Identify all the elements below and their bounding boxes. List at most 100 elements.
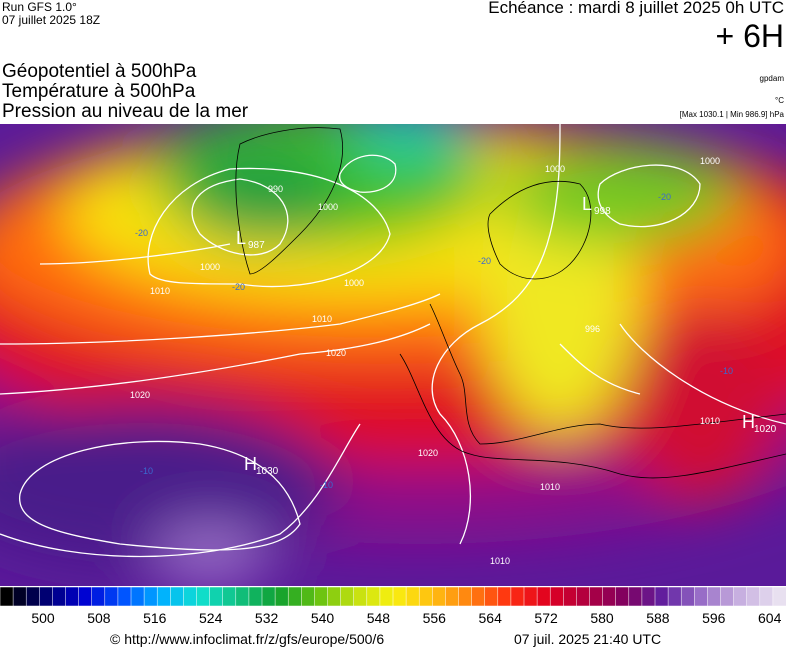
isobar-label: 1000 [200,262,220,272]
colorbar-swatch [25,586,41,607]
colorbar-swatch [759,586,774,607]
colorbar-swatch [52,586,67,607]
colorbar-label: 548 [367,610,391,626]
colorbar-swatch [746,586,761,607]
unit-temp: °C [775,96,784,105]
colorbar-swatch [720,586,735,607]
colorbar-swatch [235,586,250,607]
center-symbol: H [742,412,755,432]
colorbar-label: 516 [143,610,167,626]
colorbar-swatch [130,586,145,607]
colorbar-label: 588 [646,610,670,626]
colorbar-swatch [654,586,669,607]
center-symbol: L [582,194,592,214]
colorbar-swatch [143,586,158,607]
colorbar-swatch [196,586,211,607]
colorbar-swatch [78,586,93,607]
isobar-label: 1020 [326,348,346,358]
colorbar-swatch [91,586,106,607]
colorbar-swatch [733,586,748,607]
colorbar-swatch [392,586,407,607]
colorbar-swatch [170,586,185,607]
colorbar-swatch [183,586,198,607]
colorbar-label: 564 [479,610,503,626]
colorbar-swatch [628,586,643,607]
isobar-label: 990 [268,184,283,194]
pressure-range: [Max 1030.1 | Min 986.9] hPa [679,110,784,119]
isobar-label: 1010 [150,286,170,296]
valid-time: Echéance : mardi 8 juillet 2025 0h UTC [488,0,784,17]
colorbar-swatch [523,586,538,607]
colorbar-label: 604 [758,610,782,626]
colorbar-swatch [602,586,617,607]
colorbar-swatch [418,586,434,607]
colorbar-swatch [615,586,630,607]
colorbar-swatch [576,586,591,607]
unit-geo: gpdam [759,74,784,83]
colorbar-swatch [549,586,565,607]
colorbar-label: 556 [423,610,447,626]
isobar-label: 1000 [318,202,338,212]
colorbar-label: 532 [255,610,279,626]
center-value: 1030 [256,466,279,477]
colorbar-swatch [287,586,303,607]
temp-label: -10 [720,366,733,376]
isobar-label: 1010 [700,416,720,426]
title-2: Température à 500hPa [2,81,196,102]
temp-label: -20 [658,192,671,202]
colorbar-label: 500 [31,610,55,626]
center-value: 987 [248,240,265,251]
colorbar-swatch [248,586,263,607]
colorbar-swatch [484,586,499,607]
colorbar-swatch [209,586,224,607]
colorbar-swatch [366,586,381,607]
center-symbol: L [236,228,246,248]
colorbar-label: 572 [534,610,558,626]
temp-label: -20 [135,228,148,238]
colorbar-swatch [445,586,460,607]
temp-label: -20 [232,282,245,292]
colorbar-swatch [471,586,486,607]
colorbar-swatch [274,586,289,607]
colorbar-swatch [641,586,656,607]
colorbar-swatch [497,586,512,607]
colorbar-swatch [694,586,709,607]
colorbar-swatch [12,586,27,607]
generated: 07 juil. 2025 21:40 UTC [514,631,662,647]
colorbar-swatch [39,586,54,607]
colorbar-label: 596 [702,610,726,626]
title-3: Pression au niveau de la mer [2,101,249,122]
colorbar-label: 580 [590,610,614,626]
colorbar-swatch [261,586,276,607]
colorbar-swatch [707,586,722,607]
colorbar-swatch [117,586,132,607]
colorbar-swatch [510,586,525,607]
colorbar-swatch [104,586,119,607]
colorbar-swatch [314,586,329,607]
colorbar-label: 508 [87,610,111,626]
colorbar-swatch [772,586,786,607]
isobar-label: 1000 [545,164,565,174]
center-value: 998 [594,206,611,217]
colorbar-label: 524 [199,610,223,626]
isobar-label: 1000 [344,278,364,288]
colorbar-swatch [222,586,237,607]
colorbar-swatch [379,586,394,607]
source: © http://www.infoclimat.fr/z/gfs/europe/… [110,631,385,647]
colorbar-swatch [405,586,420,607]
isobar-label: 1020 [418,448,438,458]
colorbar-swatch [0,586,14,607]
temp-label: -20 [478,256,491,266]
temp-label: -10 [320,480,333,490]
colorbar-swatch [536,586,551,607]
colorbar-label: 540 [311,610,335,626]
colorbar-swatch [327,586,342,607]
isobar-label: 1020 [130,390,150,400]
title-1: Géopotentiel à 500hPa [2,61,197,82]
colorbar-swatch [340,586,355,607]
isobar-label: 1000 [700,156,720,166]
colorbar-swatch [156,586,172,607]
colorbar-swatch [301,586,316,607]
